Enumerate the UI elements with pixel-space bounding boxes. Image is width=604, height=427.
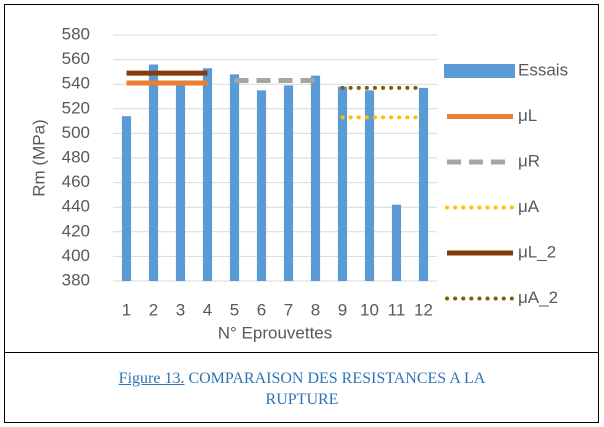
bar: [229, 74, 240, 281]
x-axis-title: N° Eprouvettes: [218, 323, 333, 342]
bar: [310, 75, 321, 281]
y-tick-label: 500: [62, 123, 90, 142]
y-tick-label: 380: [62, 270, 90, 289]
y-tick-label: 420: [62, 221, 90, 240]
legend-label: μL: [518, 106, 537, 125]
x-tick-label: 7: [284, 300, 293, 319]
y-tick-label: 440: [62, 197, 90, 216]
x-tick-label: 6: [257, 300, 266, 319]
y-tick-label: 560: [62, 49, 90, 68]
bar: [202, 68, 213, 282]
y-tick-label: 460: [62, 172, 90, 191]
x-tick-label: 1: [122, 300, 131, 319]
y-tick-label: 540: [62, 74, 90, 93]
y-tick-label: 480: [62, 147, 90, 166]
x-tick-label: 3: [176, 300, 185, 319]
legend-swatch: [444, 64, 515, 78]
x-tick-label: 9: [338, 300, 347, 319]
bar: [337, 86, 348, 281]
y-tick-label: 580: [62, 24, 90, 43]
bar: [121, 116, 132, 282]
legend-label: Essais: [518, 60, 568, 79]
bar: [391, 204, 402, 281]
legend-label: μA: [518, 197, 540, 216]
x-tick-label: 11: [388, 300, 406, 319]
x-tick-label: 10: [360, 300, 379, 319]
bar: [256, 90, 267, 281]
x-tick-label: 4: [203, 300, 212, 319]
x-tick-label: 12: [414, 300, 433, 319]
figure-border: [4, 4, 599, 423]
caption-label: Figure 13.: [118, 370, 185, 387]
bar: [364, 90, 375, 281]
bar: [148, 64, 159, 282]
y-tick-label: 520: [62, 98, 90, 117]
x-tick-label: 2: [149, 300, 158, 319]
x-tick-label: 5: [230, 300, 239, 319]
legend-label: μL_2: [518, 242, 556, 261]
x-tick-label: 8: [311, 300, 320, 319]
y-tick-label: 400: [62, 246, 90, 265]
caption-text: COMPARAISON DES RESISTANCES A LA RUPTURE: [188, 370, 486, 408]
bar: [175, 85, 186, 282]
y-axis-title: Rm (MPa): [29, 119, 48, 196]
legend-label: μA_2: [518, 288, 558, 307]
legend-label: μR: [518, 151, 540, 170]
bar: [283, 85, 294, 282]
bar: [418, 87, 429, 281]
caption: Figure 13. COMPARAISON DES RESISTANCES A…: [100, 368, 504, 410]
